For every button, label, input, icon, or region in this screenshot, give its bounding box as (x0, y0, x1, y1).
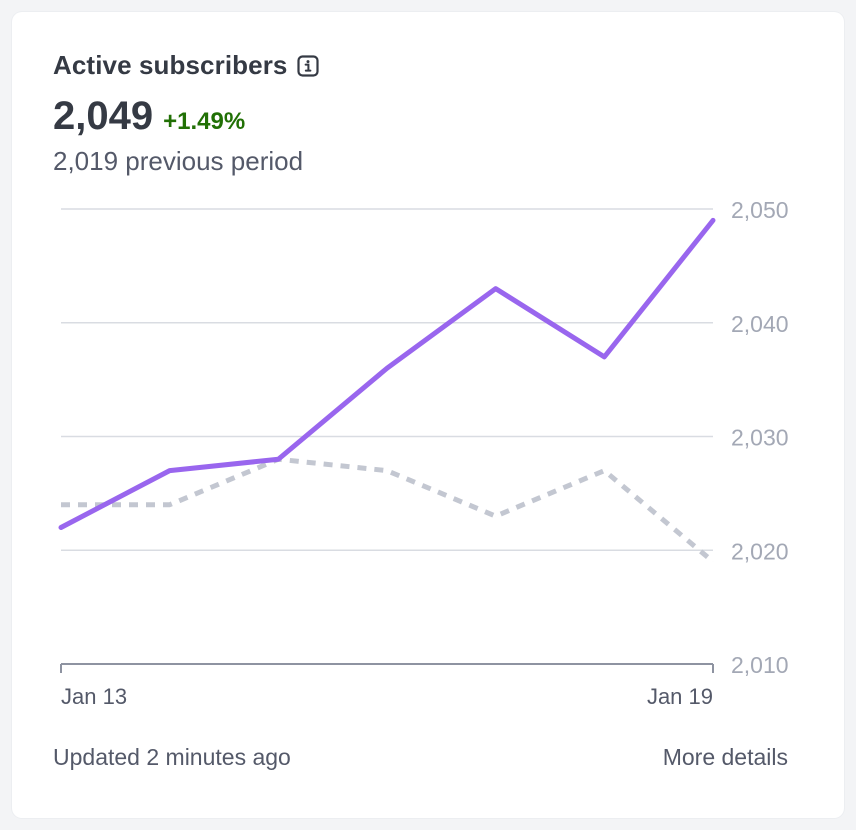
info-icon[interactable] (297, 54, 320, 77)
y-tick-label: 2,050 (731, 197, 789, 223)
y-tick-label: 2,030 (731, 425, 789, 451)
updated-text: Updated 2 minutes ago (53, 744, 291, 770)
subscribers-card: Active subscribers 2,049 +1.49% 2,019 pr… (12, 12, 844, 818)
more-details-link[interactable]: More details (662, 744, 788, 770)
y-tick-label: 2,020 (731, 538, 789, 564)
x-tick-label: Jan 13 (61, 684, 127, 709)
metric-change: +1.49% (163, 108, 246, 135)
metric-row: 2,049 +1.49% (53, 94, 245, 139)
title-row: Active subscribers (53, 50, 320, 81)
x-tick-label: Jan 19 (647, 684, 713, 709)
metric-value: 2,049 (53, 94, 154, 138)
previous-period-text: 2,019 previous period (53, 146, 304, 176)
y-tick-label: 2,040 (731, 311, 789, 337)
y-tick-label: 2,010 (731, 652, 789, 678)
card-title: Active subscribers (53, 50, 288, 80)
